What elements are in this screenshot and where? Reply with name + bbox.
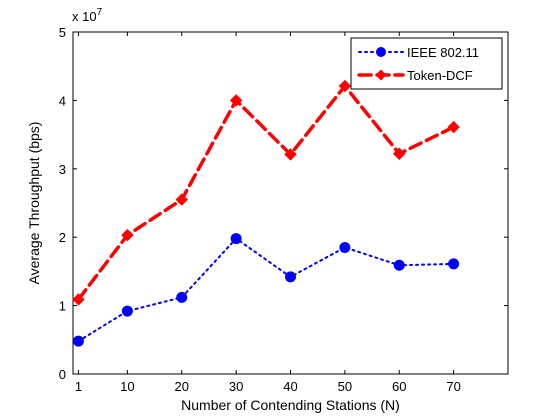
data-point-ieee80211 (121, 305, 133, 317)
x-tick-label: 50 (338, 379, 352, 394)
y-tick-label: 3 (59, 162, 66, 177)
y-tick-label: 0 (59, 367, 66, 382)
data-point-tokendcf (175, 193, 188, 206)
y-tick-label: 1 (59, 299, 66, 314)
data-point-ieee80211 (339, 241, 351, 253)
x-tick-label: 30 (229, 379, 243, 394)
x-tick-label: 70 (446, 379, 460, 394)
y-multiplier-base: x 10 (72, 9, 97, 24)
x-tick-label: 1 (75, 379, 82, 394)
data-point-tokendcf (121, 228, 134, 242)
y-multiplier-label: x 107 (72, 7, 103, 24)
x-tick-label: 10 (120, 379, 134, 394)
y-tick-label: 4 (59, 93, 66, 108)
data-point-tokendcf (72, 293, 85, 306)
data-point-ieee80211 (448, 258, 460, 270)
legend-marker-circle (376, 47, 386, 57)
legend-label-1: Token-DCF (407, 68, 473, 83)
data-point-ieee80211 (176, 291, 188, 303)
data-point-tokendcf (338, 79, 352, 93)
legend-box (350, 37, 503, 90)
x-tick-label: 20 (175, 379, 189, 394)
series-line-0 (77, 237, 455, 343)
data-point-tokendcf (229, 94, 243, 107)
legend-marker-diamond (375, 69, 387, 81)
x-axis-label: Number of Contending Stations (N) (181, 397, 400, 413)
data-point-ieee80211 (285, 271, 296, 283)
data-point-ieee80211 (393, 259, 405, 271)
y-tick-label: 2 (59, 230, 66, 245)
x-tick-label: 40 (283, 379, 297, 394)
x-tick-label: 60 (392, 379, 406, 394)
y-axis-label: Average Throughput (bps) (26, 122, 42, 285)
data-point-ieee80211 (72, 335, 84, 347)
data-point-tokendcf (284, 148, 297, 161)
y-multiplier-exponent: 7 (97, 7, 103, 18)
data-point-tokendcf (447, 120, 460, 134)
y-tick-label: 5 (59, 25, 66, 40)
data-point-tokendcf (393, 147, 406, 160)
series-line-1 (76, 84, 456, 302)
data-point-ieee80211 (230, 233, 242, 245)
legend-label-0: IEEE 802.11 (407, 45, 479, 60)
